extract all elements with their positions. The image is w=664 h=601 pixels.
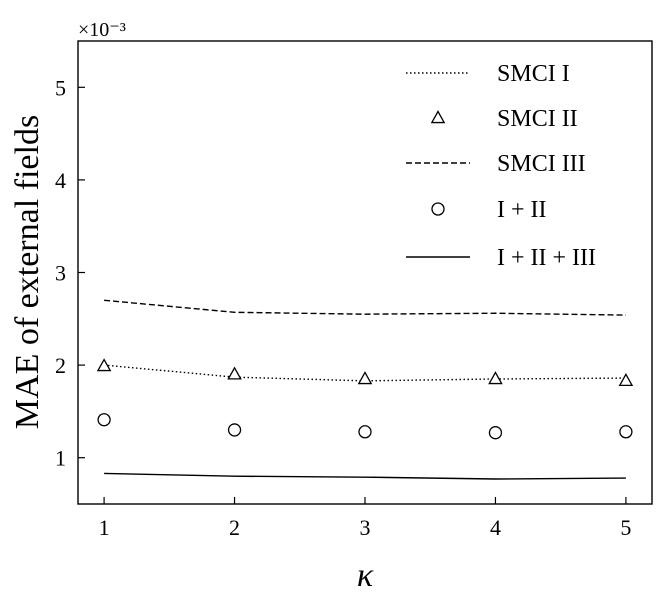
- y-tick-label: 4: [55, 168, 66, 193]
- triangle-point: [227, 366, 242, 380]
- x-tick-label: 4: [490, 515, 501, 540]
- triangle-point: [357, 371, 373, 385]
- y-tick-label: 2: [55, 353, 66, 378]
- x-tick-label: 5: [620, 515, 631, 540]
- triangle-point: [618, 373, 634, 387]
- legend-swatch-triangle: [430, 110, 446, 124]
- legend-swatch-circle: [431, 202, 445, 216]
- x-axis-title: κ: [357, 557, 374, 594]
- series-line-smci-iii: [104, 299, 626, 316]
- legend: SMCI I SMCI II SMCI III I + II I + II + III: [406, 61, 596, 271]
- y-multiplier: ×10⁻³: [78, 19, 126, 41]
- y-tick-label: 5: [55, 75, 66, 100]
- y-tick-label: 3: [55, 261, 66, 286]
- x-tick-label: 1: [99, 515, 110, 540]
- circle-point: [619, 425, 633, 439]
- circle-point: [227, 423, 242, 437]
- legend-label: I + II + III: [497, 245, 596, 271]
- series-line-i-ii-iii: [104, 472, 626, 480]
- y-tick-label: 1: [55, 446, 66, 471]
- legend-label: SMCI II: [497, 106, 578, 132]
- x-tick-label: 3: [360, 515, 371, 540]
- triangle-point: [488, 371, 503, 385]
- x-tick-label: 2: [229, 515, 240, 540]
- y-axis-title: MAE of external fields: [9, 115, 46, 429]
- circle-point: [488, 426, 503, 440]
- legend-label: SMCI III: [497, 151, 586, 177]
- triangle-point: [96, 358, 112, 372]
- legend-label: SMCI I: [497, 61, 570, 87]
- circle-point: [97, 413, 111, 427]
- legend-label: I + II: [497, 197, 547, 223]
- circle-point: [358, 425, 372, 439]
